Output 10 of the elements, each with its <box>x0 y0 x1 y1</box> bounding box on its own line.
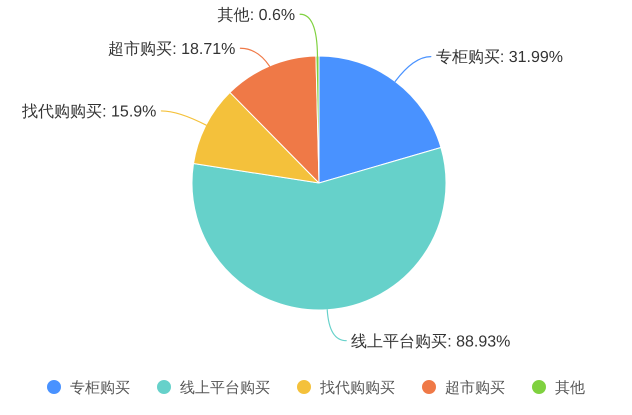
legend-label: 专柜购买 <box>70 379 130 396</box>
data-label: 线上平台购买: 88.93% <box>351 332 510 350</box>
legend-label: 线上平台购买 <box>180 379 270 396</box>
data-label: 其他: 0.6% <box>218 6 296 24</box>
data-label: 专柜购买: 31.99% <box>436 48 563 66</box>
data-label: 超市购买: 18.71% <box>108 40 236 58</box>
data-label: 找代购购买: 15.9% <box>21 102 156 121</box>
legend-label: 超市购买 <box>445 379 505 396</box>
legend-label: 找代购购买 <box>319 379 395 396</box>
legend-label: 其他 <box>555 379 585 396</box>
